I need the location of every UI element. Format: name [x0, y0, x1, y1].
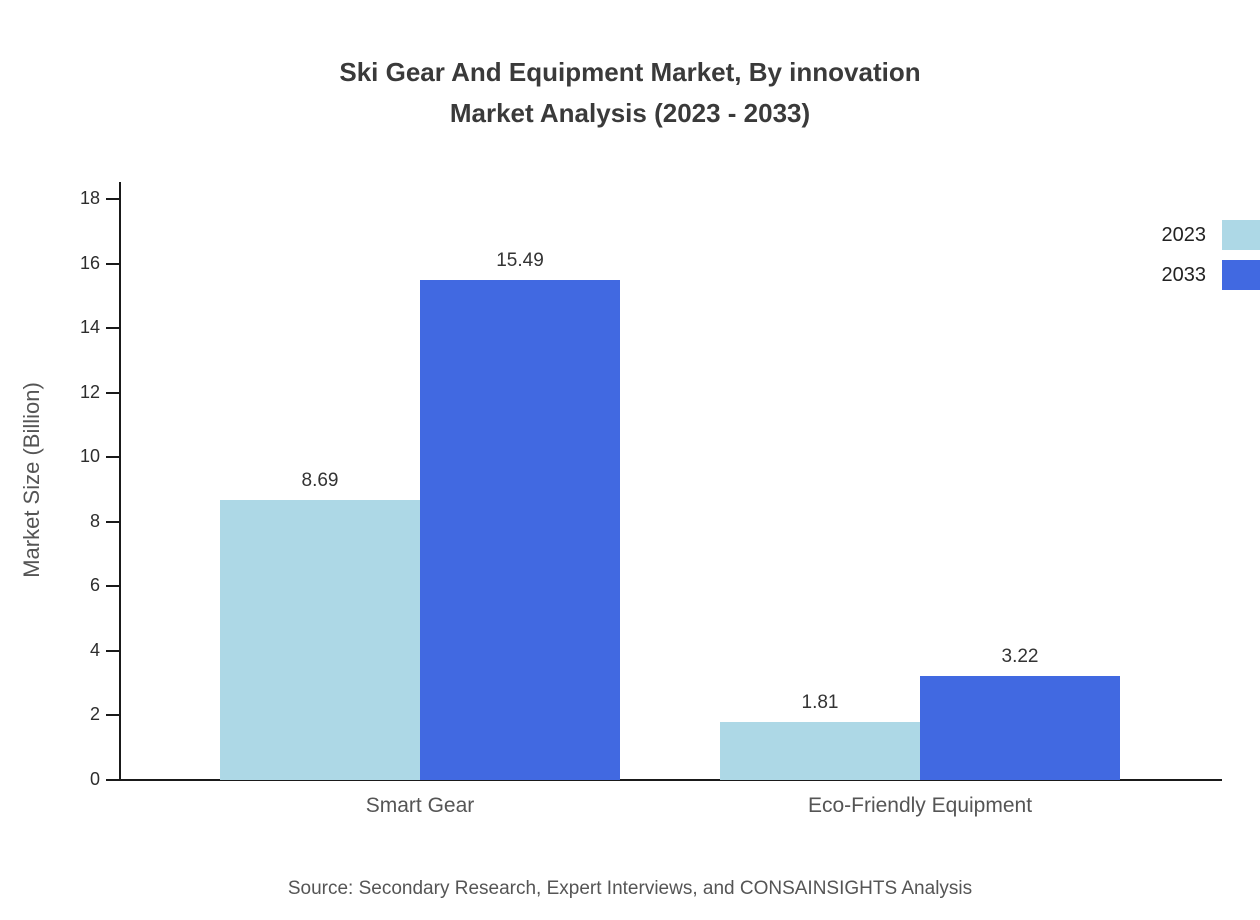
y-tick-label: 0 [89, 769, 100, 789]
y-tick-label: 18 [79, 188, 100, 208]
chart-title-line-2: Market Analysis (2023 - 2033) [449, 98, 811, 128]
legend-row: 2033 [1162, 260, 1260, 290]
y-tick-mark [106, 714, 120, 717]
y-tick-label: 4 [89, 639, 100, 660]
y-tick-label: 12 [79, 381, 100, 402]
y-tick-mark [106, 779, 120, 781]
source-note: Source: Secondary Research, Expert Inter… [287, 878, 973, 899]
legend-swatch [1222, 260, 1260, 290]
y-tick-label: 14 [79, 317, 100, 338]
legend-label: 2033 [1161, 263, 1207, 286]
y-tick-label: 16 [79, 252, 100, 273]
legend-label: 2023 [1161, 223, 1207, 246]
bar-2033-0 [420, 280, 620, 780]
y-axis-title: Market Size (Billion) [19, 382, 44, 578]
chart-title-line-1: Ski Gear And Equipment Market, By innova… [339, 57, 921, 87]
y-tick-mark [106, 585, 120, 588]
legend: 2023 2033 [1162, 220, 1260, 300]
y-tick-mark [106, 456, 120, 459]
y-tick-label: 2 [89, 704, 100, 725]
chart-title: Ski Gear And Equipment Market, By innova… [0, 52, 1260, 134]
y-tick-label: 8 [89, 510, 100, 531]
y-tick-mark [106, 198, 120, 200]
y-tick-mark [106, 649, 120, 652]
bar-value-label: 8.69 [301, 469, 339, 491]
bar-value-label: 15.49 [496, 250, 544, 272]
legend-swatch [1222, 220, 1260, 250]
bar-value-label: 3.22 [1001, 646, 1039, 668]
legend-row: 2023 [1162, 220, 1260, 250]
bar-value-label: 1.81 [801, 691, 839, 713]
y-axis-line [119, 182, 121, 781]
y-tick-mark [106, 520, 120, 523]
y-tick-label: 6 [89, 575, 100, 596]
y-tick-mark [106, 391, 120, 394]
bar-2033-1 [920, 676, 1120, 780]
x-axis-line [110, 779, 1222, 781]
bar-2023-1 [720, 721, 920, 780]
plot-area: 8.69 15.49 1.81 3.22 [120, 199, 1220, 780]
x-category-label: Smart Gear [365, 794, 475, 817]
y-tick-mark [106, 327, 120, 330]
y-tick-mark [106, 262, 120, 265]
y-tick-label: 10 [79, 446, 100, 467]
bar-2023-0 [220, 499, 420, 780]
x-category-label: Eco-Friendly Equipment [807, 794, 1033, 817]
